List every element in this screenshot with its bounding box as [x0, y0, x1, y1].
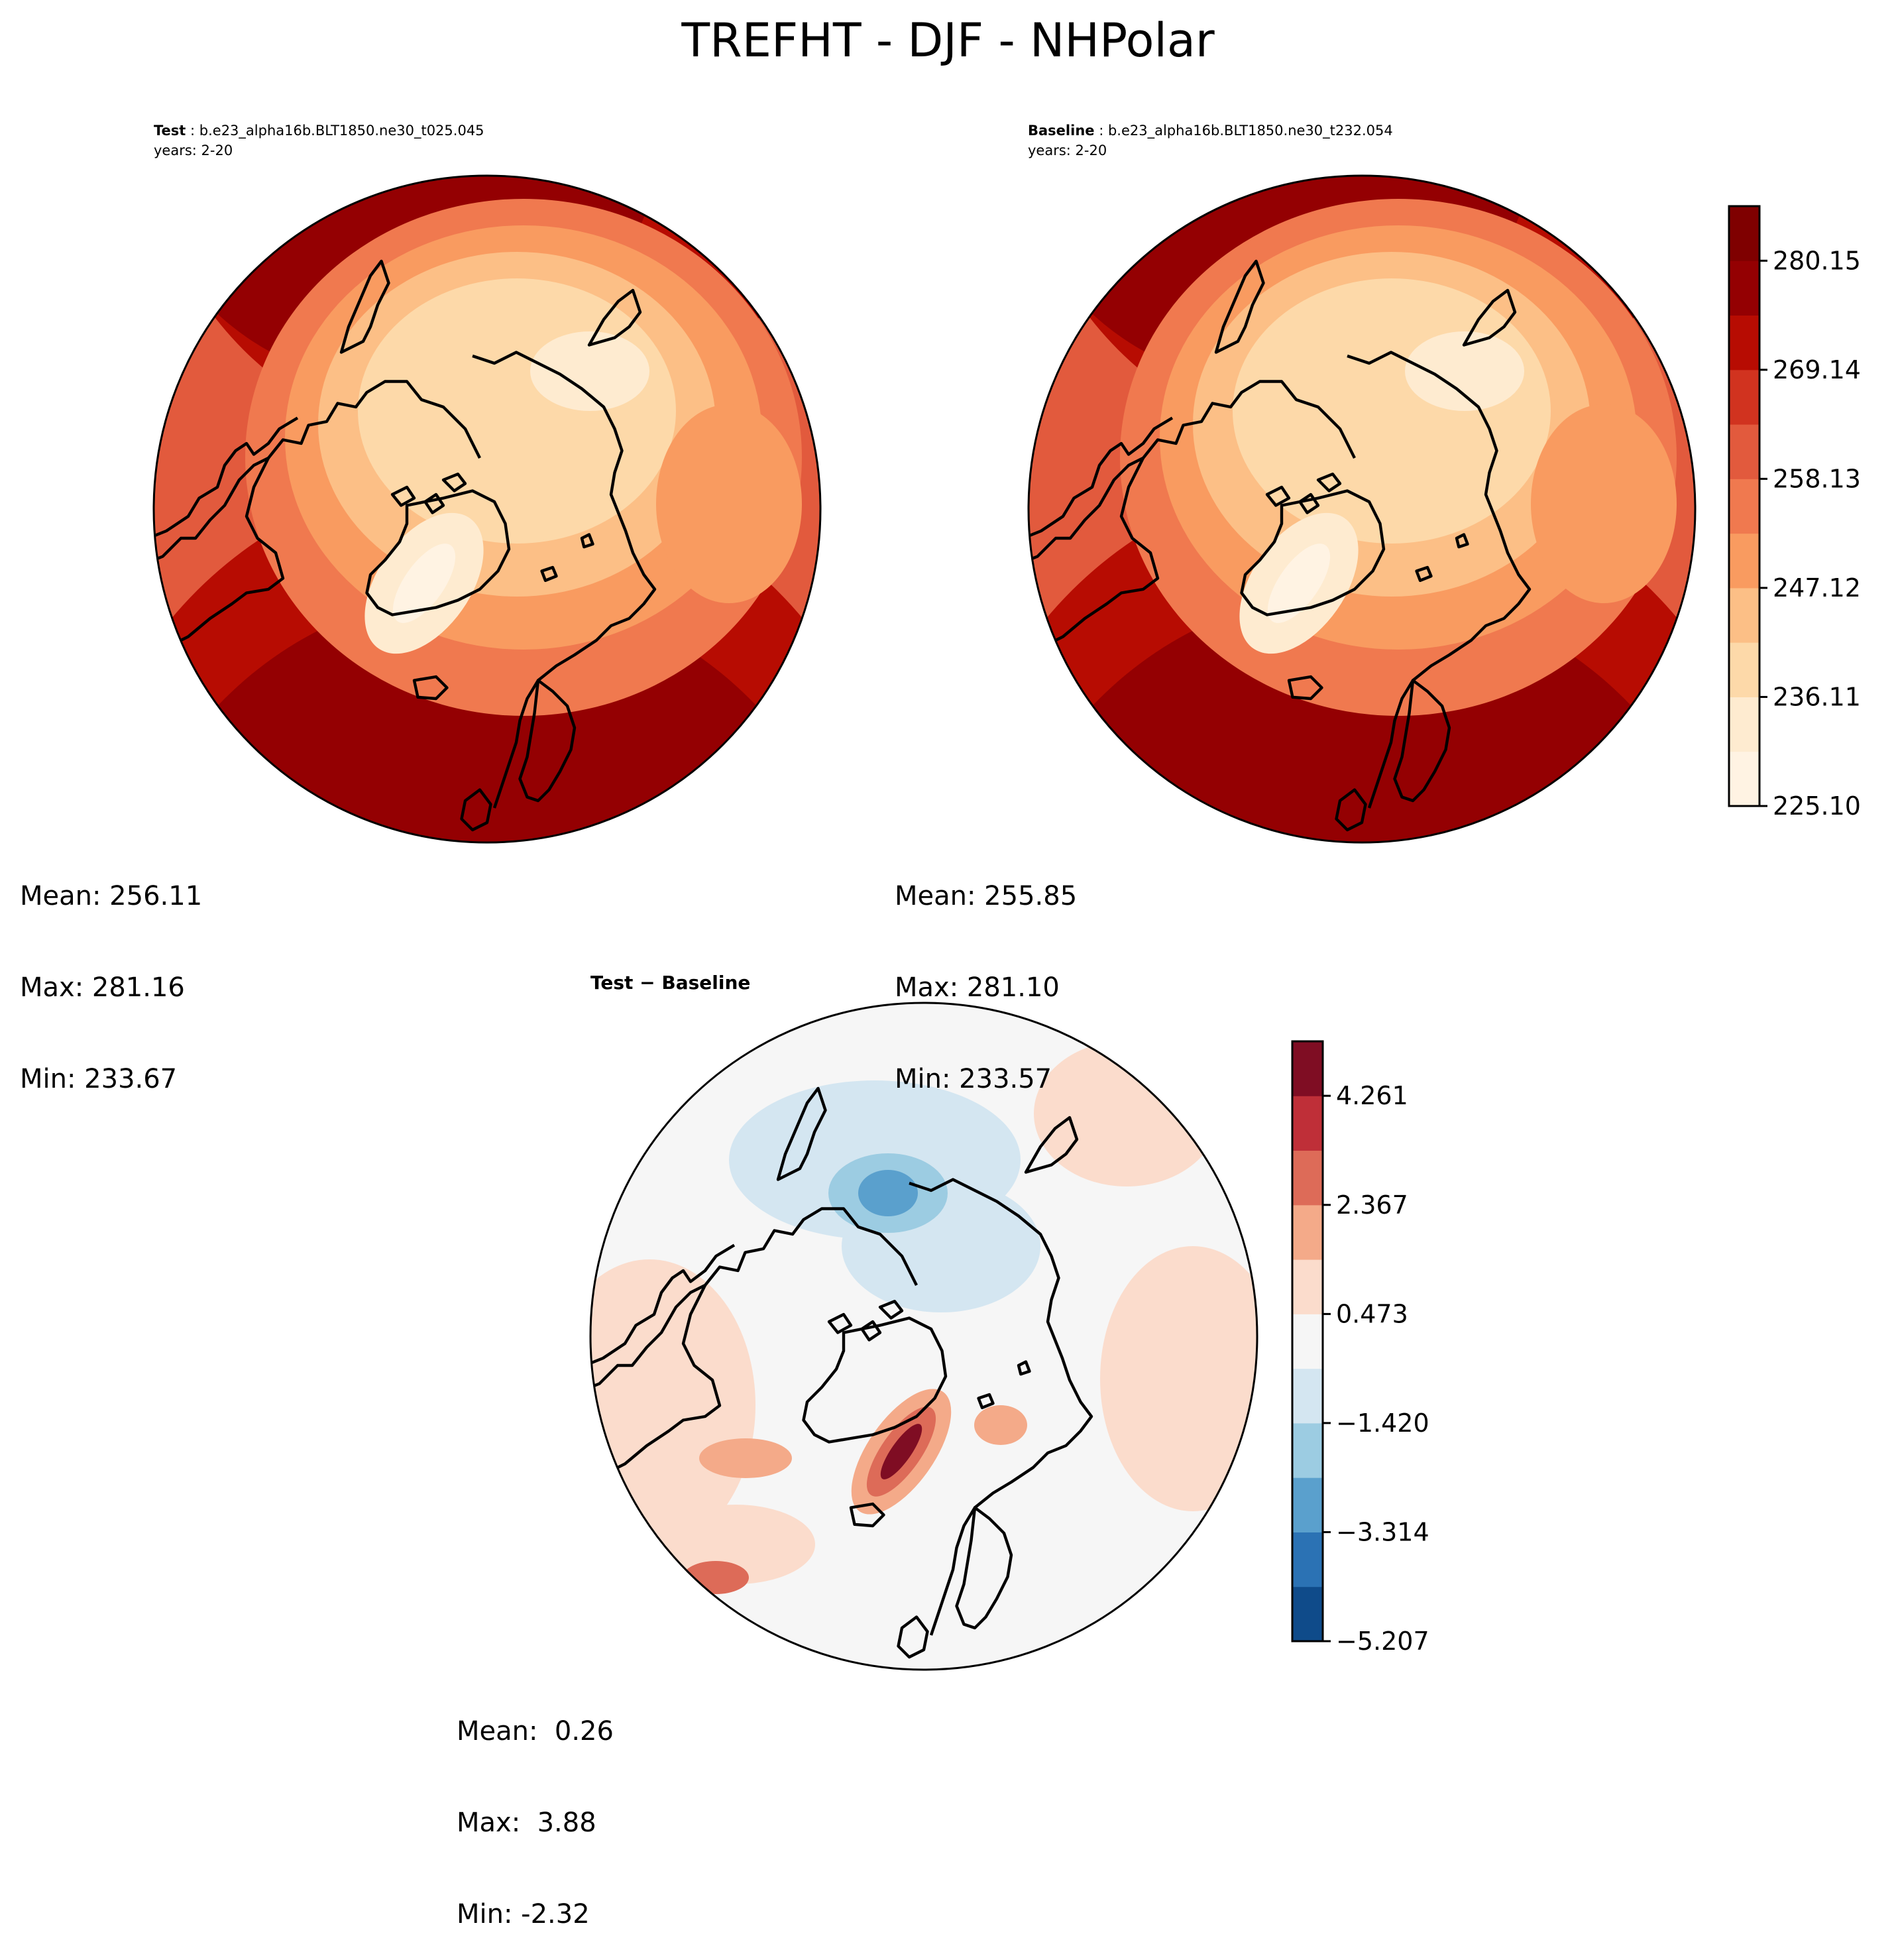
diff-stat-min: Min: -2.32: [457, 1899, 590, 1930]
colorbar-segment: [1292, 1586, 1323, 1642]
colorbar-segment: [1729, 751, 1759, 807]
colorbar-segment: [1292, 1532, 1323, 1587]
colorbar-tick-label: 258.13: [1773, 464, 1861, 493]
colorbar-tick-label: 269.14: [1773, 355, 1861, 384]
baseline-map-field: [1029, 176, 1695, 842]
colorbar-tick-label: −1.420: [1336, 1409, 1429, 1438]
diff-stats: Mean: 0.26 Max: 3.88 Min: -2.32: [457, 1655, 614, 1960]
diff-stat-max: Max: 3.88: [457, 1808, 596, 1838]
baseline-map-boundary: [1027, 174, 1697, 844]
colorbar-segment: [1292, 1314, 1323, 1369]
colorbar-difference: 4.261 2.367 0.473 −1.420 −3.314 −5.207: [1291, 1040, 1429, 1656]
colorbar-tick-label: 0.473: [1336, 1299, 1408, 1328]
baseline-map: [1027, 174, 1697, 844]
colorbar-temperature: 280.15 269.14 258.13 247.12 236.11 225.10: [1728, 205, 1861, 821]
figure-title: TREFHT - DJF - NHPolar: [681, 13, 1215, 68]
colorbar-tick-label: −5.207: [1336, 1627, 1429, 1656]
colorbar-segment: [1729, 315, 1759, 371]
test-years: years: 2-20: [154, 143, 233, 158]
baseline-years: years: 2-20: [1028, 143, 1107, 158]
colorbar-segment: [1729, 587, 1759, 643]
colorbar-tick-label: −3.314: [1336, 1517, 1429, 1546]
colorbar-tick-label: 247.12: [1773, 573, 1861, 603]
colorbar-segment: [1729, 479, 1759, 534]
test-stat-min: Min: 233.67: [20, 1064, 178, 1094]
colorbar-segment: [1292, 1477, 1323, 1532]
test-panel-title: Test : b.e23_alpha16b.BLT1850.ne30_t025.…: [154, 121, 484, 160]
colorbar-tick-label: 4.261: [1336, 1081, 1408, 1110]
test-label: Test: [154, 123, 186, 139]
colorbar-segment: [1292, 1422, 1323, 1478]
test-map-boundary: [152, 174, 822, 844]
test-case-name: b.e23_alpha16b.BLT1850.ne30_t025.045: [199, 123, 484, 139]
colorbar-segment: [1729, 533, 1759, 589]
test-stats: Mean: 256.11 Max: 281.16 Min: 233.67: [20, 820, 202, 1125]
baseline-stat-min: Min: 233.57: [895, 1064, 1052, 1094]
baseline-stats: Mean: 255.85 Max: 281.10 Min: 233.57: [895, 820, 1077, 1125]
figure-canvas: 280.15 269.14 258.13 247.12 236.11 225.10 4.2…: [152, 174, 1861, 1671]
colorbar-segment: [1292, 1096, 1323, 1151]
colorbar-segment: [1292, 1259, 1323, 1314]
diff-panel-title: Test − Baseline: [590, 972, 751, 994]
colorbar-segment: [1292, 1041, 1323, 1096]
colorbar-segment: [1729, 697, 1759, 752]
colorbar-tick-label: 2.367: [1336, 1190, 1408, 1220]
colorbar-segment: [1292, 1150, 1323, 1206]
colorbar-tick-label: 225.10: [1773, 791, 1861, 821]
colorbar-segment: [1729, 424, 1759, 479]
baseline-stat-mean: Mean: 255.85: [895, 881, 1078, 911]
colorbar-segment: [1729, 206, 1759, 261]
colorbar-segment: [1292, 1368, 1323, 1424]
colorbar-tick-label: 236.11: [1773, 682, 1861, 711]
baseline-stat-max: Max: 281.10: [895, 972, 1060, 1003]
diff-map-boundary: [589, 1002, 1258, 1671]
colorbar-segment: [1729, 642, 1759, 697]
test-stat-max: Max: 281.16: [20, 972, 185, 1003]
colorbar-tick-label: 280.15: [1773, 246, 1861, 275]
baseline-label: Baseline: [1028, 123, 1095, 139]
diff-stat-mean: Mean: 0.26: [457, 1716, 614, 1747]
colorbar-frame: [1291, 1040, 1324, 1643]
colorbar-frame: [1728, 205, 1761, 807]
test-stat-mean: Mean: 256.11: [20, 881, 203, 911]
colorbar-segment: [1729, 260, 1759, 316]
baseline-case-name: b.e23_alpha16b.BLT1850.ne30_t232.054: [1107, 123, 1393, 139]
colorbar-segment: [1292, 1204, 1323, 1260]
baseline-panel-title: Baseline : b.e23_alpha16b.BLT1850.ne30_t…: [1028, 121, 1393, 160]
colorbar-segment: [1729, 369, 1759, 425]
